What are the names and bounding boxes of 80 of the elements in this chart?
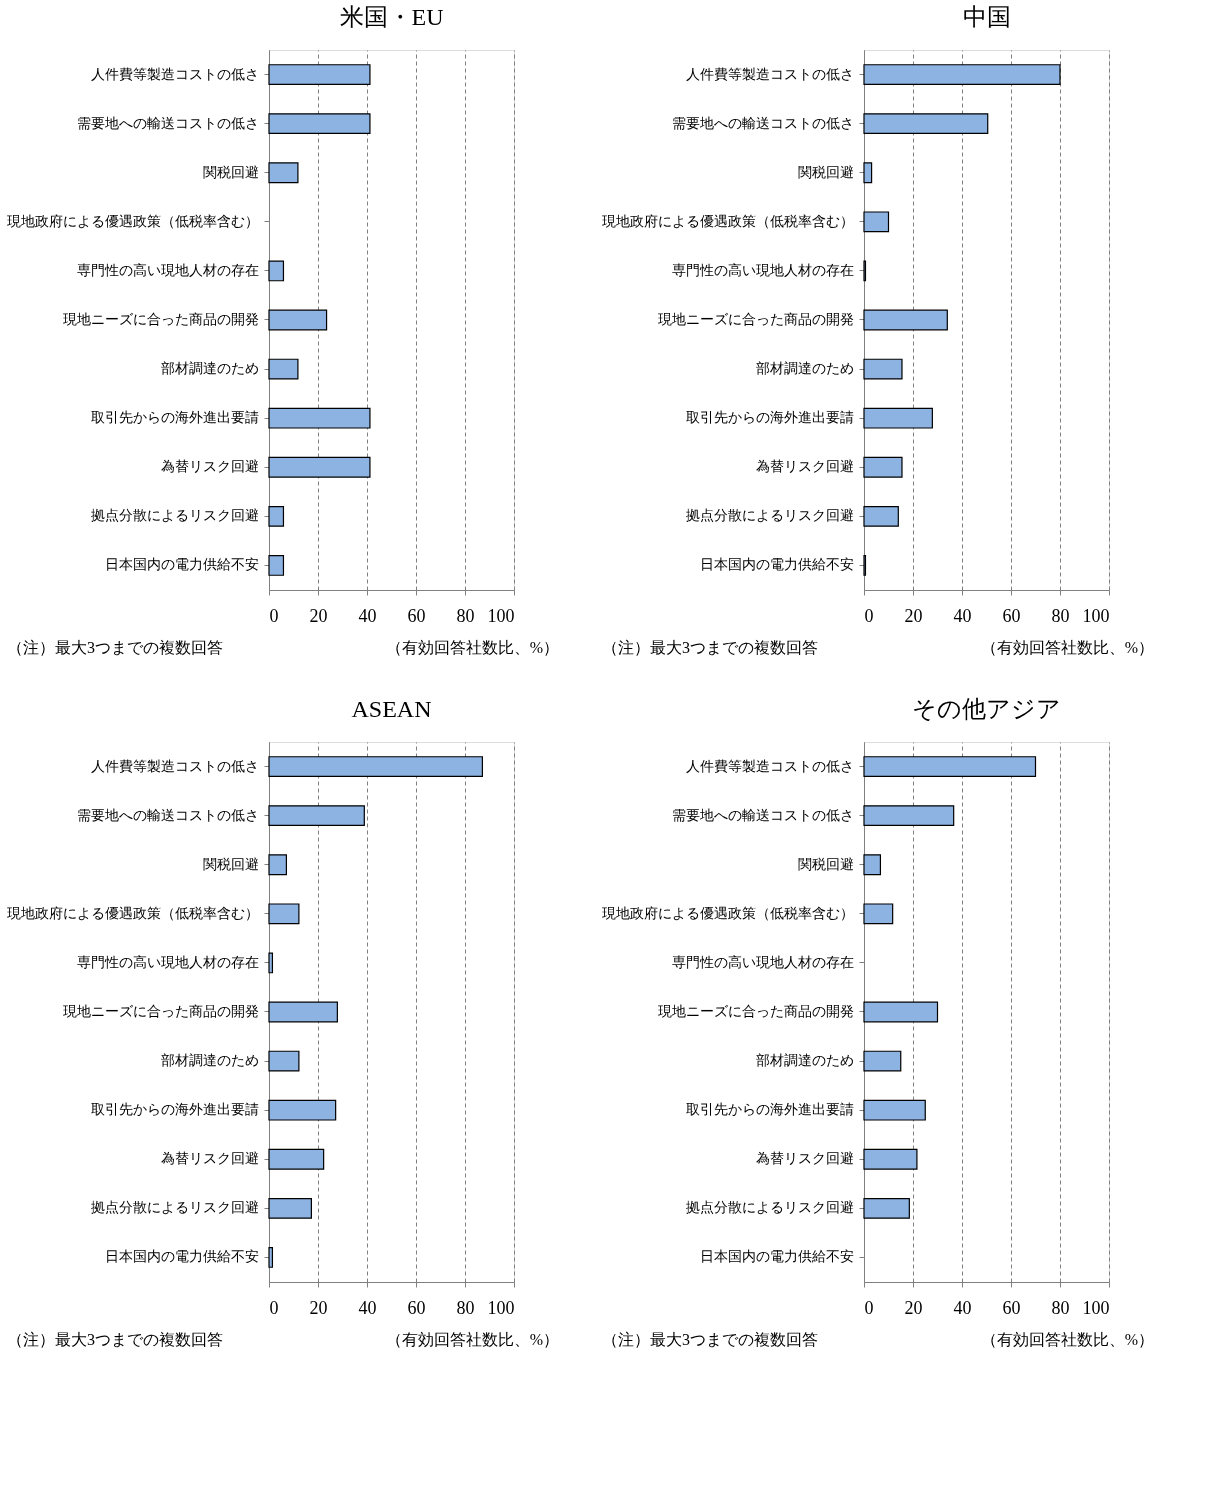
y-tick-label: 関税回避 [202, 856, 259, 872]
text: （注）最大3つまでの複数回答 [7, 639, 223, 656]
x-tick-label: 60 [1002, 1297, 1021, 1318]
y-tick-label: 部材調達のため [755, 1053, 854, 1069]
text: （有効回答社数比、%） [385, 639, 559, 656]
y-tick-label: 取引先からの海外進出要請 [685, 410, 854, 426]
y-tick-label: 人件費等製造コストの低さ [90, 758, 259, 774]
y-tick-label: 日本国内の電力供給不安 [699, 1249, 854, 1265]
x-tick-label: 40 [953, 605, 972, 626]
x-tick-label: 80 [1051, 1297, 1070, 1318]
y-tick-label: 日本国内の電力供給不安 [104, 1249, 259, 1265]
x-tick-label: 60 [407, 1297, 426, 1318]
chart-title: 米国・EU [339, 4, 444, 30]
y-tick-label: 部材調達のため [755, 361, 854, 377]
y-tick-label: 部材調達のため [160, 361, 259, 377]
y-tick-label: 拠点分散によるリスク回避 [90, 508, 259, 524]
x-tick-label: 20 [904, 605, 923, 626]
y-tick-label: 需要地への輸送コストの低さ [76, 115, 259, 131]
y-tick-label: 為替リスク回避 [755, 1151, 854, 1167]
y-tick-label: 専門性の高い現地人材の存在 [671, 262, 854, 278]
x-tick-label: 100 [487, 605, 515, 626]
y-tick-label: 現地政府による優遇政策（低税率含む） [6, 905, 259, 921]
x-tick-label: 100 [487, 1297, 515, 1318]
chart-title: ASEAN [351, 696, 432, 722]
y-tick-label: 取引先からの海外進出要請 [90, 410, 259, 426]
y-tick-label: 部材調達のため [160, 1053, 259, 1069]
y-tick-label: 人件費等製造コストの低さ [90, 66, 259, 82]
y-tick-label: 現地政府による優遇政策（低税率含む） [601, 905, 854, 921]
x-tick-label: 60 [407, 605, 426, 626]
text: （有効回答社数比、%） [980, 639, 1154, 656]
y-tick-label: 関税回避 [202, 164, 259, 180]
y-tick-label: 現地ニーズに合った商品の開発 [62, 1004, 259, 1019]
y-tick-label: 日本国内の電力供給不安 [104, 557, 259, 573]
y-tick-label: 人件費等製造コストの低さ [685, 66, 854, 82]
y-tick-label: 関税回避 [797, 164, 854, 180]
y-tick-label: 現地ニーズに合った商品の開発 [657, 312, 854, 327]
chart-title: 中国 [962, 4, 1011, 30]
y-tick-label: 専門性の高い現地人材の存在 [76, 954, 259, 970]
text: （有効回答社数比、%） [980, 1331, 1154, 1348]
x-tick-label: 100 [1082, 605, 1110, 626]
y-tick-label: 拠点分散によるリスク回避 [685, 508, 854, 524]
y-tick-label: 現地ニーズに合った商品の開発 [657, 1004, 854, 1019]
x-tick-label: 40 [358, 1297, 377, 1318]
x-tick-label: 0 [269, 605, 279, 626]
chart-title: その他アジア [912, 696, 1061, 722]
y-tick-label: 需要地への輸送コストの低さ [671, 115, 854, 131]
text: （有効回答社数比、%） [385, 1331, 559, 1348]
y-tick-label: 拠点分散によるリスク回避 [685, 1200, 854, 1216]
x-tick-label: 0 [864, 605, 874, 626]
text: （注）最大3つまでの複数回答 [602, 1331, 818, 1348]
y-tick-label: 現地ニーズに合った商品の開発 [62, 312, 259, 327]
x-tick-label: 40 [953, 1297, 972, 1318]
x-tick-label: 80 [456, 605, 475, 626]
y-tick-label: 取引先からの海外進出要請 [90, 1102, 259, 1118]
y-tick-label: 人件費等製造コストの低さ [685, 758, 854, 774]
x-tick-label: 20 [904, 1297, 923, 1318]
y-tick-label: 専門性の高い現地人材の存在 [671, 954, 854, 970]
y-tick-label: 為替リスク回避 [755, 459, 854, 475]
text: （注）最大3つまでの複数回答 [602, 639, 818, 656]
x-tick-label: 0 [269, 1297, 279, 1318]
y-tick-label: 日本国内の電力供給不安 [699, 557, 854, 573]
x-tick-label: 80 [1051, 605, 1070, 626]
y-tick-label: 需要地への輸送コストの低さ [671, 807, 854, 823]
y-tick-label: 関税回避 [797, 856, 854, 872]
x-tick-label: 20 [309, 1297, 328, 1318]
y-tick-label: 専門性の高い現地人材の存在 [76, 262, 259, 278]
text: （注）最大3つまでの複数回答 [7, 1331, 223, 1348]
x-tick-label: 80 [456, 1297, 475, 1318]
x-tick-label: 40 [358, 605, 377, 626]
y-tick-label: 取引先からの海外進出要請 [685, 1102, 854, 1118]
x-tick-label: 100 [1082, 1297, 1110, 1318]
y-tick-label: 拠点分散によるリスク回避 [90, 1200, 259, 1216]
y-tick-label: 為替リスク回避 [160, 459, 259, 475]
x-tick-label: 0 [864, 1297, 874, 1318]
x-tick-label: 60 [1002, 605, 1021, 626]
x-tick-label: 20 [309, 605, 328, 626]
y-tick-label: 需要地への輸送コストの低さ [76, 807, 259, 823]
y-tick-label: 現地政府による優遇政策（低税率含む） [6, 213, 259, 229]
y-tick-label: 現地政府による優遇政策（低税率含む） [601, 213, 854, 229]
y-tick-label: 為替リスク回避 [160, 1151, 259, 1167]
